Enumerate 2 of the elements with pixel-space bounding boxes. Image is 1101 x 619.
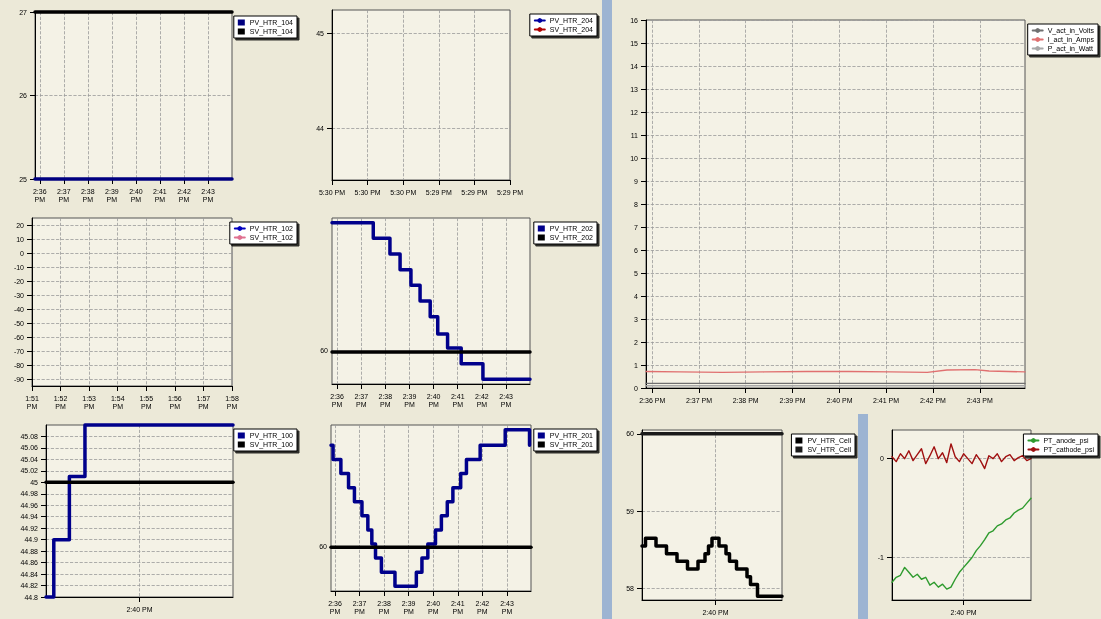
line-series [891,443,1032,470]
line-series [891,497,1032,590]
